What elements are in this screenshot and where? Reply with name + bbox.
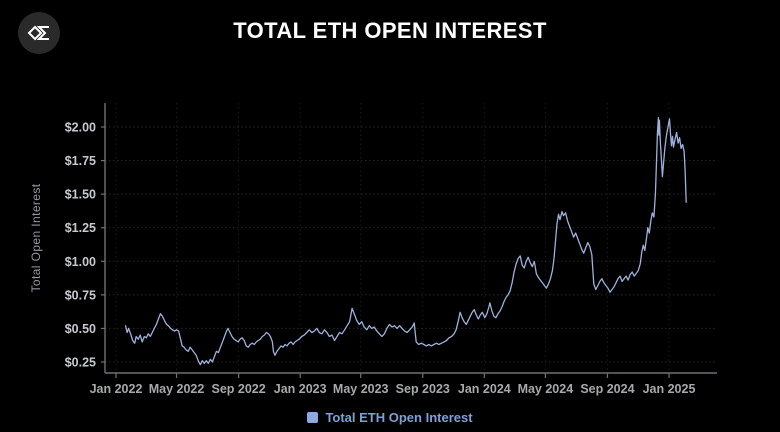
x-tick-label: Jan 2022 bbox=[90, 382, 143, 396]
app-logo[interactable] bbox=[18, 12, 60, 54]
x-tick-label: Jan 2024 bbox=[458, 382, 511, 396]
y-tick-label: $0.25 bbox=[65, 356, 96, 370]
legend: Total ETH Open Interest bbox=[0, 410, 780, 425]
x-tick-label: May 2024 bbox=[518, 382, 574, 396]
x-tick-label: May 2023 bbox=[333, 382, 389, 396]
x-tick-label: May 2022 bbox=[149, 382, 205, 396]
x-tick-label: Sep 2024 bbox=[580, 382, 634, 396]
y-tick-label: $1.50 bbox=[65, 188, 96, 202]
x-tick-label: Jan 2023 bbox=[274, 382, 327, 396]
y-tick-label: $1.25 bbox=[65, 221, 96, 235]
x-tick-label: Jan 2025 bbox=[643, 382, 696, 396]
x-tick-label: Sep 2023 bbox=[396, 382, 450, 396]
legend-label: Total ETH Open Interest bbox=[325, 410, 473, 425]
legend-item-total-eth-open-interest[interactable]: Total ETH Open Interest bbox=[307, 410, 473, 425]
sigma-diamond-logo-icon bbox=[27, 25, 49, 41]
y-tick-label: $2.00 bbox=[65, 121, 96, 135]
x-tick-label: Sep 2022 bbox=[211, 382, 265, 396]
y-tick-label: $0.75 bbox=[65, 288, 96, 302]
legend-swatch bbox=[307, 412, 319, 423]
y-tick-label: $0.50 bbox=[65, 322, 96, 336]
y-axis-title: Total Open Interest bbox=[29, 183, 43, 292]
y-tick-label: $1.75 bbox=[65, 154, 96, 168]
header: TOTAL ETH OPEN INTEREST bbox=[0, 0, 780, 62]
page-title: TOTAL ETH OPEN INTEREST bbox=[233, 18, 547, 43]
y-tick-label: $1.00 bbox=[65, 255, 96, 269]
line-series-total-eth-open-interest bbox=[124, 116, 687, 366]
